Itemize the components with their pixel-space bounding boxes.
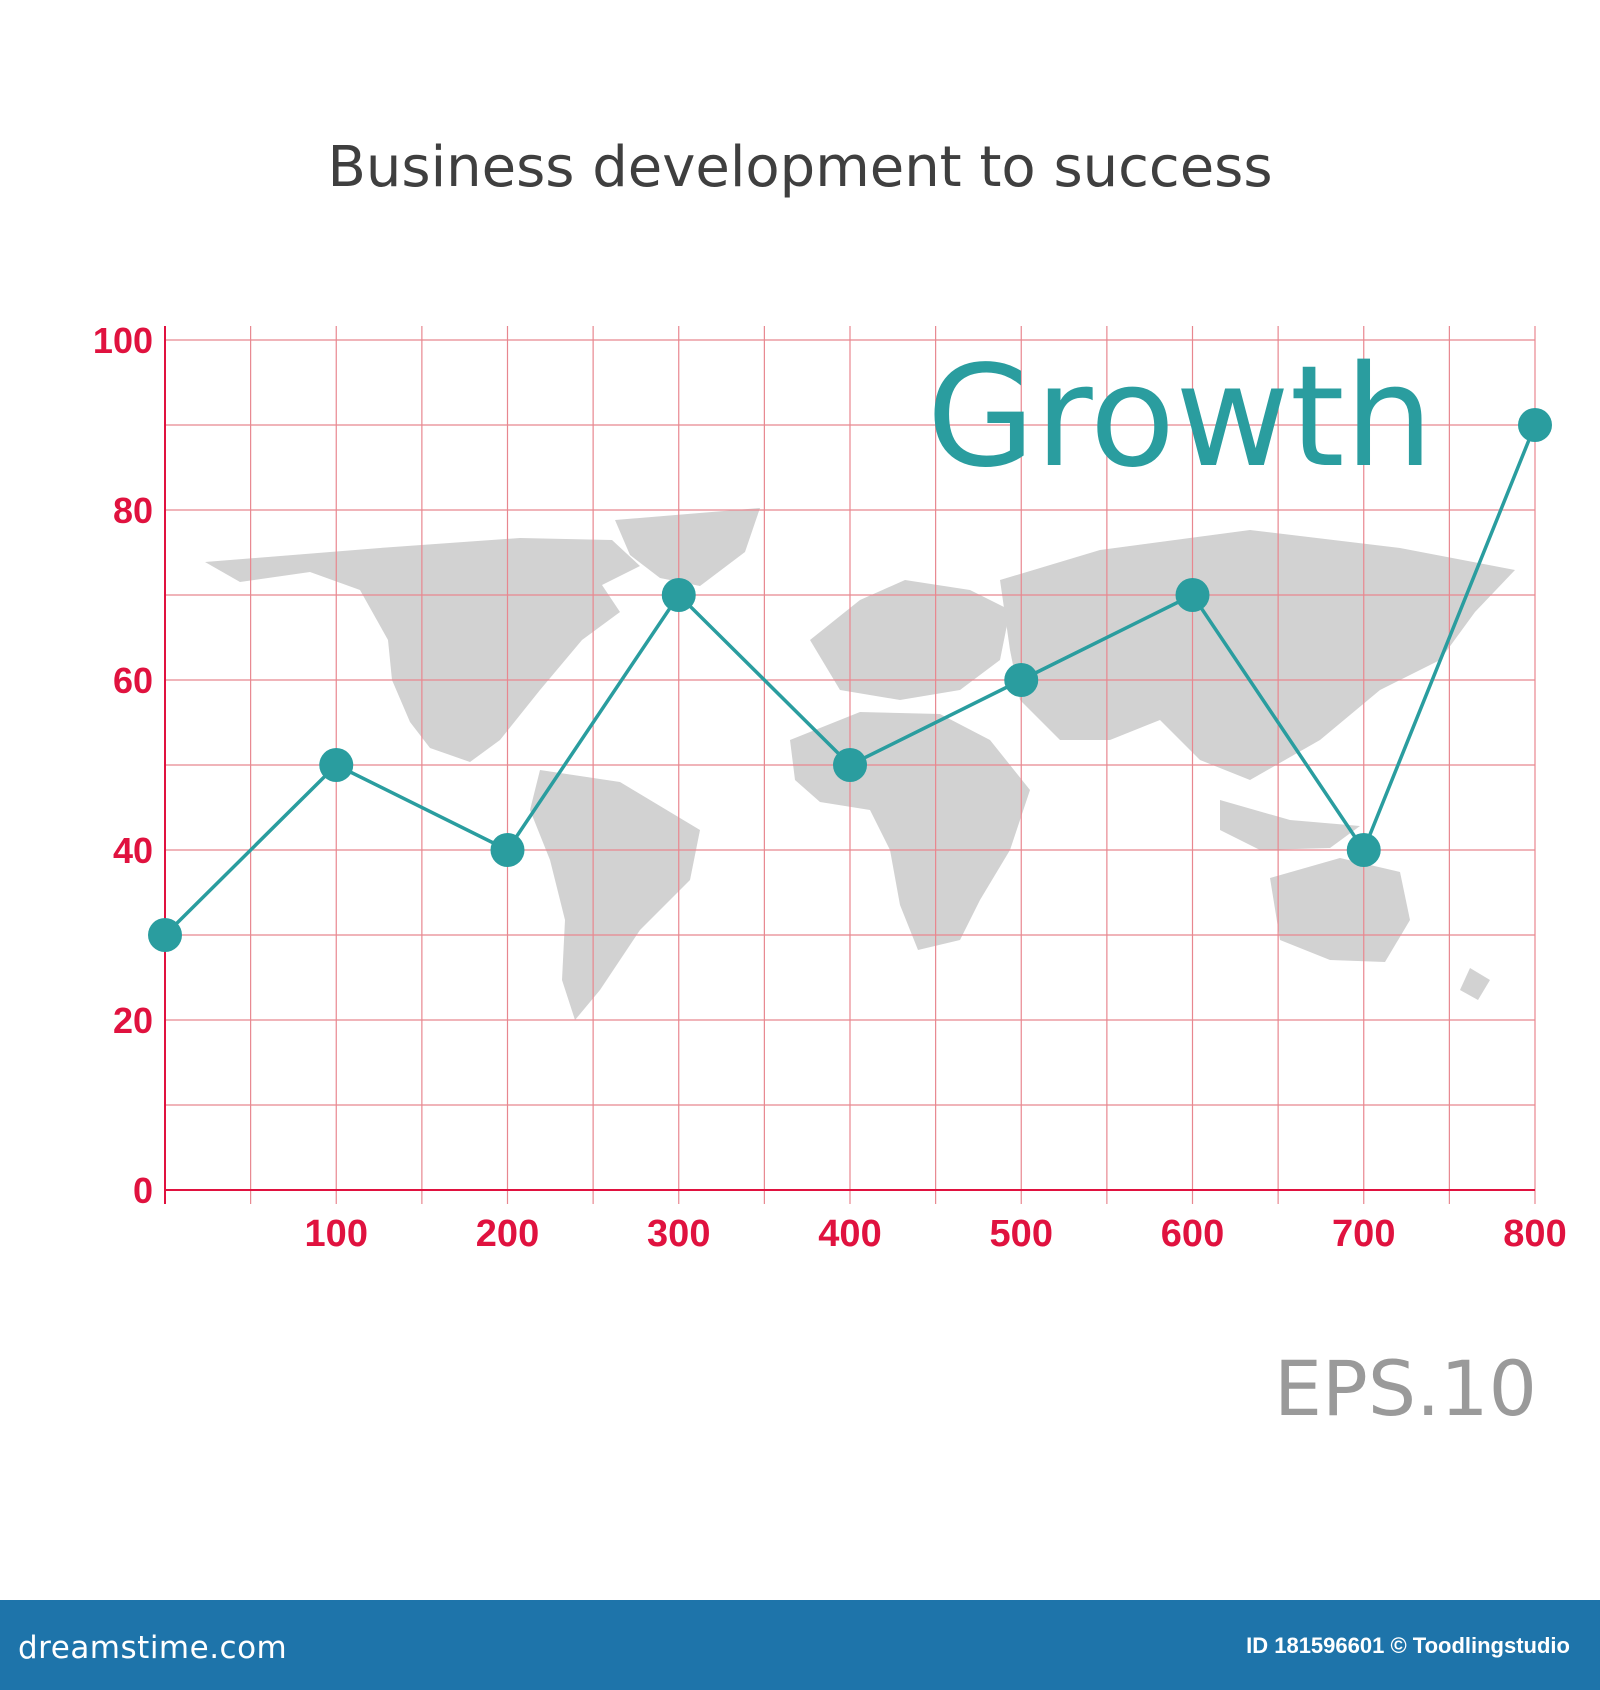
data-point [1175,578,1210,612]
data-point [1518,408,1552,442]
chart-grid [165,326,1536,1204]
data-point [1004,663,1039,697]
data-point [661,578,696,612]
data-point [1346,833,1381,867]
map-asia [1000,530,1515,780]
growth-annotation: Growth [927,336,1434,499]
y-tick-label: 40 [113,830,153,871]
map-greenland [615,508,760,586]
map-se-asia [1220,800,1360,850]
axis-ticks: 100 200 300 400 500 600 700 800 0 20 40 60 80 100 [93,320,1567,1255]
x-tick-label: 400 [818,1213,881,1255]
x-tick-label: 800 [1503,1213,1566,1255]
data-point [148,918,182,952]
y-tick-label: 0 [133,1170,153,1211]
map-australia [1270,858,1410,962]
data-point [319,748,354,782]
chart-axes [164,326,1535,1204]
y-tick-label: 60 [113,660,153,701]
map-south-america [530,770,700,1020]
map-africa [790,712,1030,950]
site-name[interactable]: dreamstime.com [18,1630,288,1666]
chart-title: Business development to success [327,135,1272,200]
x-tick-label: 200 [476,1213,539,1255]
x-tick-label: 300 [647,1213,710,1255]
map-north-america [205,538,640,762]
map-europe [810,580,1010,700]
y-tick-label: 100 [93,320,153,361]
x-tick-label: 600 [1161,1213,1224,1255]
x-tick-label: 700 [1332,1213,1395,1255]
data-series [148,408,1552,952]
world-map [205,508,1515,1020]
data-point [833,748,867,782]
image-credit: ID 181596601 © Toodlingstudio [1246,1633,1570,1658]
eps-badge: EPS.10 [1274,1344,1537,1433]
x-tick-label: 100 [305,1213,368,1255]
x-tick-label: 500 [990,1213,1053,1255]
line-chart: Business development to success 100 200 30… [93,135,1567,1433]
data-point [490,833,525,867]
footer-bar: dreamstime.com ID 181596601 © Toodlingst… [0,1600,1600,1690]
y-tick-label: 20 [113,1000,153,1041]
y-tick-label: 80 [113,490,153,531]
map-new-zealand [1460,968,1490,1000]
